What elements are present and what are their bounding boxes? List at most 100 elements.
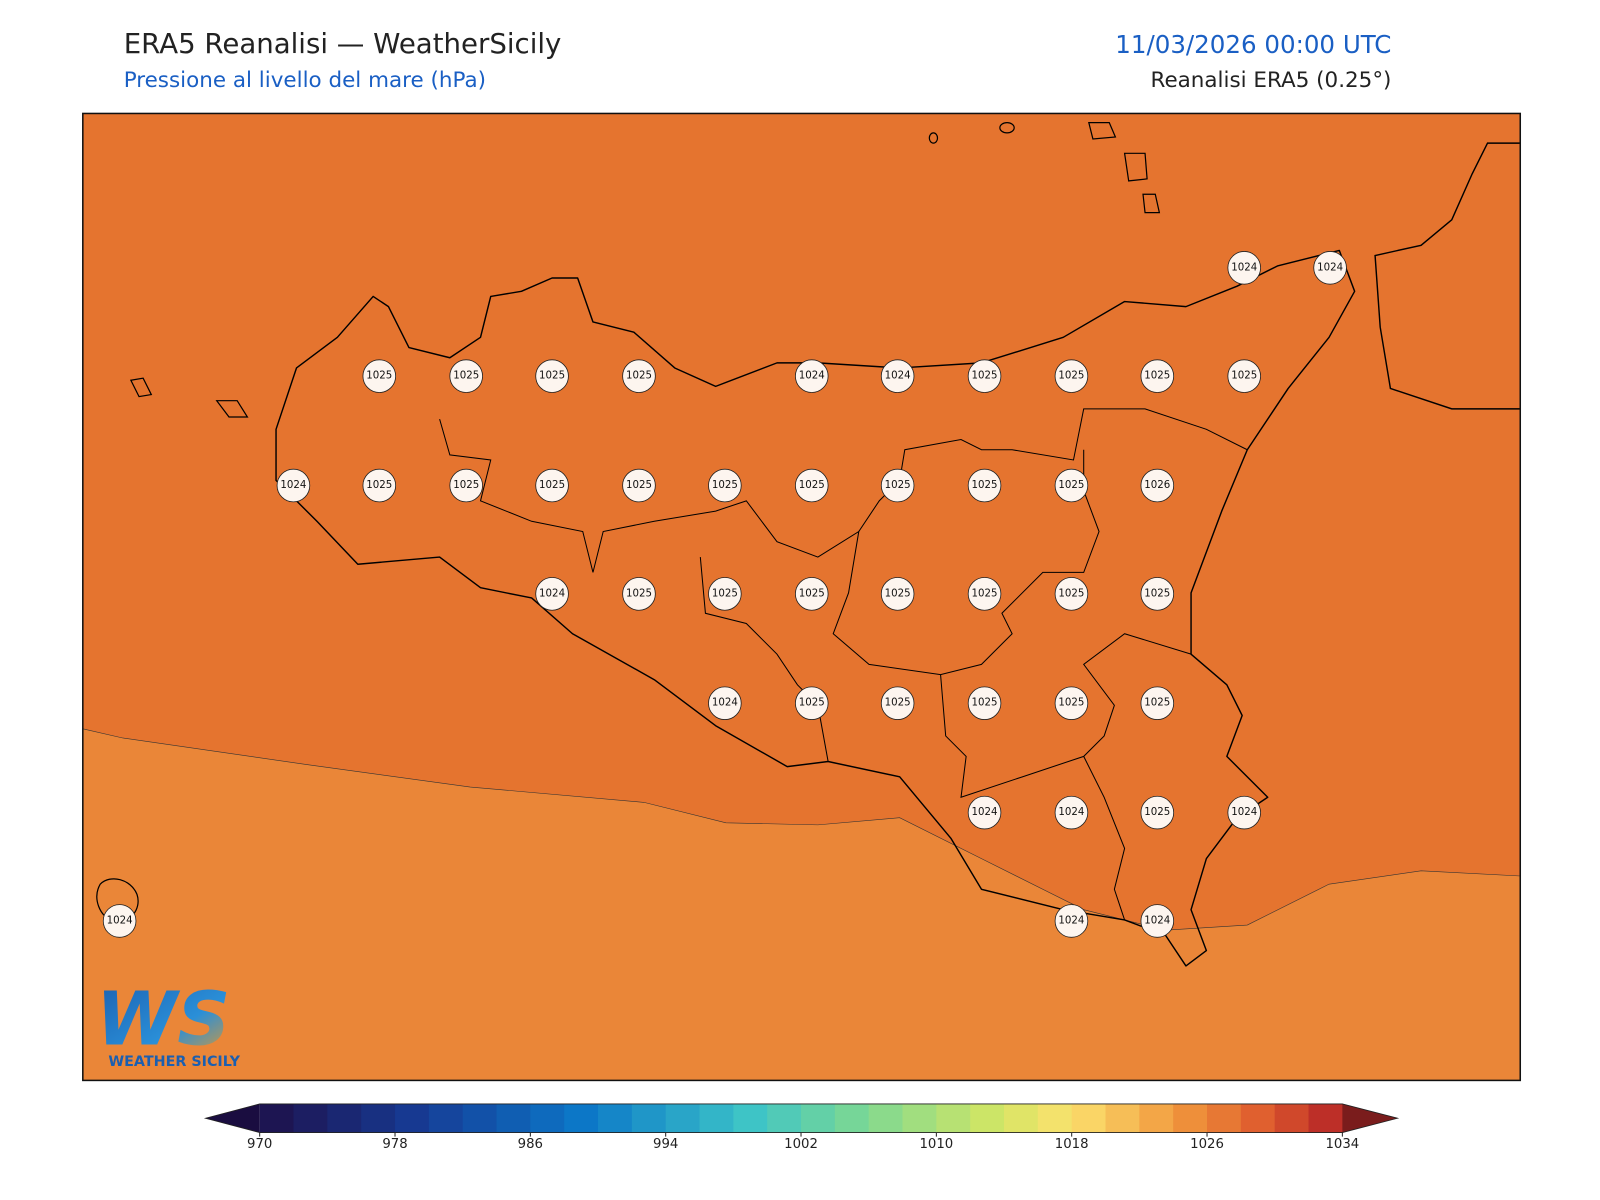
station-marker	[880, 686, 915, 720]
colorbar-tick-label: 1026	[1190, 1137, 1224, 1152]
colorbar-tick-label: 1034	[1325, 1137, 1359, 1152]
station-value: 1024	[1317, 262, 1343, 273]
station-value: 1025	[885, 480, 911, 491]
station-marker	[362, 359, 397, 393]
station-value: 1025	[712, 588, 738, 599]
station-value: 1025	[972, 698, 998, 709]
station-marker	[708, 577, 742, 611]
colorbar-bin	[327, 1103, 362, 1133]
colorbar-tick-label: 1010	[919, 1137, 953, 1152]
station-value: 1025	[1144, 588, 1170, 599]
station-marker	[102, 904, 137, 938]
station-value: 1024	[1144, 915, 1170, 926]
station-value: 1025	[453, 371, 479, 382]
colorbar-bin	[361, 1103, 396, 1133]
colorbar-tick-label: 1002	[784, 1137, 818, 1152]
colorbar-tick-label: 970	[247, 1137, 272, 1152]
station-value: 1025	[799, 698, 825, 709]
colorbar-tick-label: 994	[653, 1137, 678, 1152]
colorbar-bin	[1274, 1103, 1310, 1133]
station-marker	[449, 359, 483, 393]
station-value: 1024	[539, 588, 565, 599]
colorbar-bin	[1173, 1103, 1208, 1133]
station-marker	[880, 577, 915, 611]
colorbar-bin	[902, 1103, 937, 1133]
colorbar-bin	[530, 1103, 565, 1133]
colorbar-bin	[801, 1103, 836, 1133]
calabria-coast	[1374, 142, 1521, 410]
station-value: 1025	[1058, 480, 1084, 491]
station-marker	[1054, 577, 1089, 611]
colorbar-bin	[1071, 1103, 1107, 1133]
station-value: 1025	[972, 480, 998, 491]
station-marker	[1227, 795, 1261, 830]
station-marker	[708, 468, 742, 503]
station-value: 1025	[972, 371, 998, 382]
colorbar-extend-high	[1342, 1103, 1398, 1133]
station-value: 1024	[1058, 915, 1084, 926]
colorbar-bin	[1037, 1103, 1073, 1133]
station-value: 1024	[972, 807, 998, 818]
colorbar-bin	[1207, 1103, 1242, 1133]
station-value: 1024	[712, 698, 738, 709]
station-value: 1026	[1144, 480, 1170, 491]
station-marker	[1054, 359, 1089, 393]
colorbar-bin	[834, 1103, 870, 1133]
station-value: 1025	[885, 698, 911, 709]
station-marker	[1313, 251, 1347, 285]
colorbar-bin	[428, 1103, 464, 1133]
map-frame	[82, 112, 1522, 1082]
station-value: 1025	[626, 480, 652, 491]
colorbar-bin	[936, 1103, 971, 1133]
colorbar-bin	[395, 1103, 430, 1133]
station-value: 1025	[1058, 698, 1084, 709]
station-marker	[794, 359, 829, 393]
station-marker	[1054, 468, 1089, 503]
station-value: 1025	[626, 588, 652, 599]
station-value: 1024	[1058, 807, 1084, 818]
station-marker	[794, 686, 829, 720]
colorbar-bin	[767, 1103, 802, 1133]
colorbar-bin	[564, 1103, 599, 1133]
station-marker	[794, 468, 829, 503]
station-marker	[535, 468, 569, 503]
colorbar-bin	[259, 1103, 295, 1133]
station-value: 1025	[972, 588, 998, 599]
station-value: 1025	[1144, 807, 1170, 818]
colorbar-tick-label: 978	[382, 1137, 407, 1152]
colorbar-bin	[970, 1103, 1005, 1133]
station-marker	[622, 359, 656, 393]
logo-letters: WS	[96, 978, 230, 1063]
station-value: 1025	[539, 480, 565, 491]
colorbar-bin	[868, 1103, 904, 1133]
station-marker	[362, 468, 397, 503]
colorbar-bin	[1004, 1103, 1039, 1133]
station-marker	[794, 577, 829, 611]
station-value: 1025	[539, 371, 565, 382]
colorbar-bin	[631, 1103, 667, 1133]
station-value: 1025	[799, 480, 825, 491]
station-marker	[1140, 686, 1175, 720]
title: ERA5 Reanalisi — WeatherSicily	[124, 27, 562, 60]
station-marker	[967, 686, 1002, 720]
colorbar-bin	[665, 1103, 701, 1133]
station-marker	[967, 795, 1002, 830]
colorbar-bin	[1308, 1103, 1343, 1133]
colorbar-bin	[462, 1103, 498, 1133]
station-value: 1025	[1144, 371, 1170, 382]
station-labels: 1024 1024 1025 1025 1025 1025 1024 1024 1025 1025…	[102, 251, 1347, 938]
colorbar-bin	[496, 1103, 531, 1133]
station-value: 1024	[1231, 262, 1257, 273]
colorbar: 970 978 986 994 1002 1010 1018 1026 1034	[203, 1103, 1400, 1152]
station-value: 1025	[1058, 371, 1084, 382]
station-value: 1025	[366, 371, 392, 382]
station-marker	[967, 359, 1002, 393]
sicily-coast	[275, 249, 1356, 967]
source: Reanalisi ERA5 (0.25°)	[1151, 68, 1392, 93]
station-value: 1024	[799, 371, 825, 382]
station-value: 1025	[1231, 371, 1257, 382]
map: 1024 1024 1025 1025 1025 1025 1024 1024 1025 1025…	[82, 112, 1522, 1082]
station-marker	[1140, 468, 1175, 503]
station-marker	[622, 577, 656, 611]
